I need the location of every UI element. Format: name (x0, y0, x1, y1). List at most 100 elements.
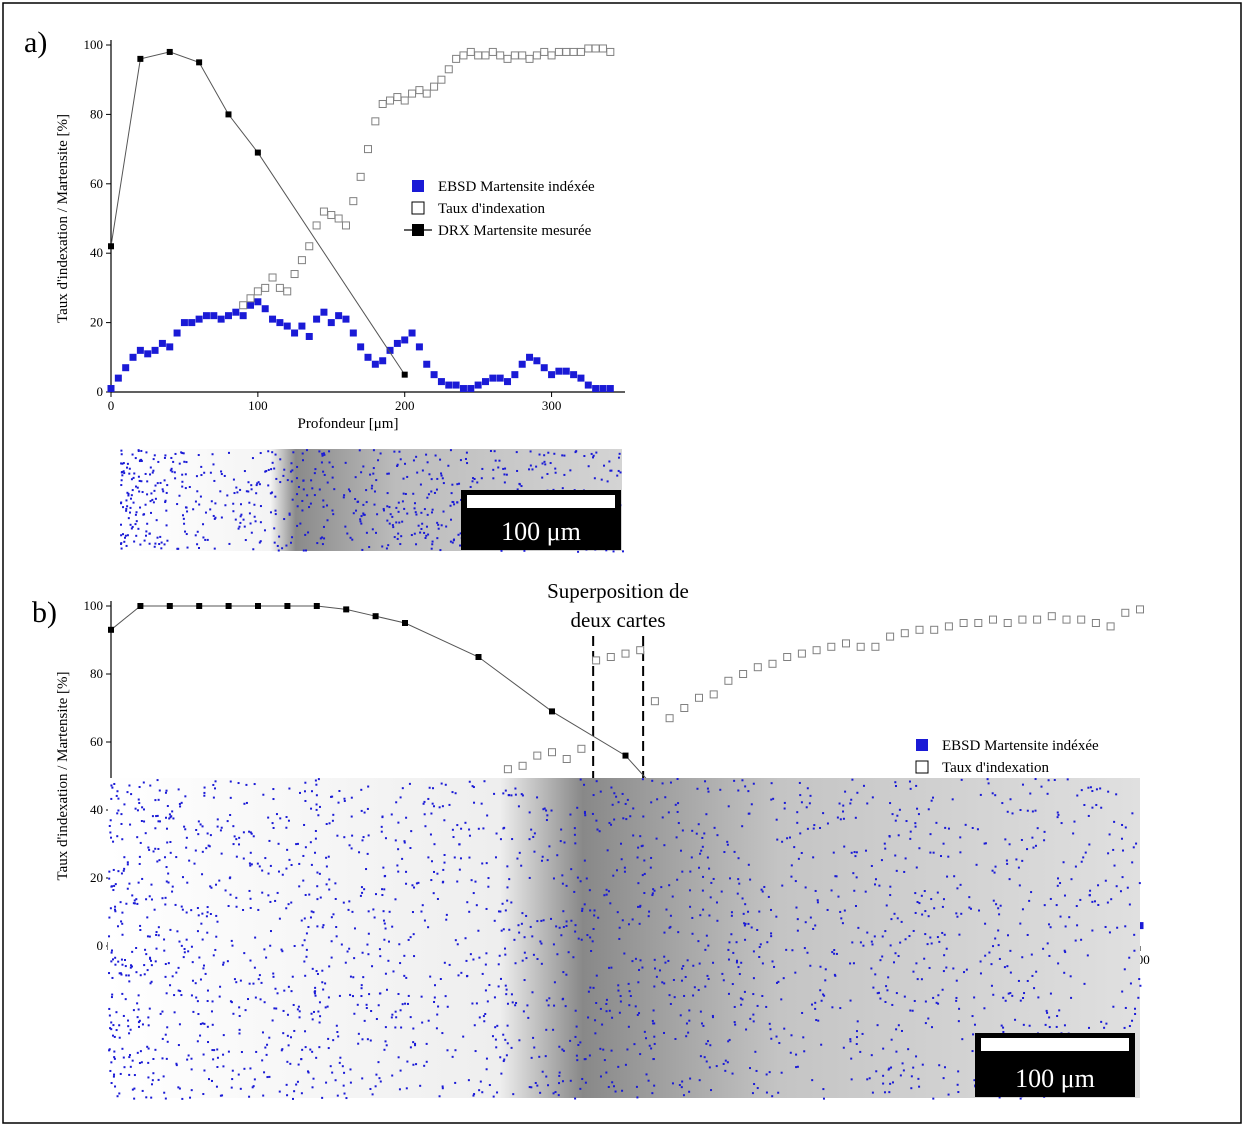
micrograph-texture (747, 863, 750, 866)
micrograph-texture (391, 1074, 394, 1077)
micrograph-texture (367, 932, 370, 935)
micrograph-texture (771, 960, 774, 963)
micrograph-texture (214, 502, 217, 505)
micrograph-texture (515, 1001, 518, 1004)
micrograph-texture (707, 977, 710, 980)
micrograph-texture (832, 851, 835, 854)
micrograph-texture (833, 949, 836, 952)
micrograph-texture (975, 863, 978, 866)
micrograph-texture (275, 1007, 278, 1010)
micrograph-texture (394, 898, 397, 901)
micrograph-texture (122, 1056, 125, 1059)
micrograph-texture (986, 778, 989, 781)
micrograph-texture (164, 903, 167, 906)
micrograph-texture (808, 802, 811, 805)
micrograph-texture (990, 963, 993, 966)
micrograph-texture (593, 914, 596, 917)
data-point (459, 385, 467, 393)
micrograph-texture (363, 888, 366, 891)
micrograph-texture (1049, 926, 1052, 929)
micrograph-texture (618, 926, 621, 929)
micrograph-texture (128, 882, 131, 885)
micrograph-texture (501, 902, 504, 905)
micrograph-texture (128, 1056, 131, 1059)
micrograph-texture (146, 969, 149, 972)
micrograph-texture (605, 888, 608, 891)
micrograph-texture (466, 462, 469, 465)
micrograph-texture (331, 465, 334, 468)
micrograph (108, 778, 1140, 1098)
micrograph-texture (456, 483, 459, 486)
micrograph-texture (138, 855, 141, 858)
micrograph-texture (485, 1057, 488, 1060)
micrograph-texture (653, 985, 656, 988)
micrograph-texture (710, 881, 713, 884)
y-tick-label: 60 (90, 176, 103, 191)
micrograph-texture (888, 1067, 891, 1070)
micrograph-texture (190, 1089, 193, 1092)
micrograph-texture (544, 1055, 547, 1058)
micrograph-texture (273, 1007, 276, 1010)
micrograph-texture (503, 1058, 506, 1061)
micrograph-texture (280, 1049, 283, 1052)
micrograph-texture (451, 828, 454, 831)
micrograph-texture (414, 511, 417, 514)
micrograph-texture (247, 490, 250, 493)
data-point (284, 603, 291, 609)
data-point (606, 47, 615, 56)
micrograph-texture (285, 867, 288, 870)
micrograph-texture (352, 512, 355, 515)
micrograph-texture (212, 1058, 215, 1061)
micrograph-texture (955, 996, 958, 999)
micrograph-texture (561, 1080, 564, 1083)
micrograph-texture (197, 820, 200, 823)
micrograph-texture (776, 838, 779, 841)
micrograph-texture (957, 1070, 960, 1073)
micrograph-texture (647, 915, 650, 918)
micrograph-texture (1046, 942, 1049, 945)
micrograph-texture (158, 859, 161, 862)
micrograph-texture (441, 881, 444, 884)
micrograph-texture (1097, 884, 1100, 887)
micrograph-texture (706, 974, 709, 977)
micrograph-texture (310, 910, 313, 913)
micrograph-texture (430, 812, 433, 815)
micrograph-texture (498, 954, 501, 957)
micrograph-texture (1006, 965, 1009, 968)
micrograph-texture (121, 838, 124, 841)
micrograph-texture (619, 1000, 622, 1003)
data-point (650, 697, 659, 706)
micrograph-texture (369, 1087, 372, 1090)
micrograph-texture (497, 985, 500, 988)
micrograph-texture (372, 449, 375, 452)
micrograph-texture (504, 789, 507, 792)
micrograph-texture (339, 1056, 342, 1059)
micrograph-texture (1004, 999, 1007, 1002)
micrograph-texture (429, 833, 432, 836)
micrograph-texture (611, 1081, 614, 1084)
micrograph-texture (274, 509, 277, 512)
micrograph-texture (472, 892, 475, 895)
micrograph-texture (801, 1011, 804, 1014)
micrograph-texture (915, 1055, 918, 1058)
y-tick-label: 80 (90, 666, 103, 681)
micrograph-texture (111, 958, 114, 961)
micrograph-texture (251, 457, 254, 460)
micrograph-texture (169, 928, 172, 931)
micrograph-texture (374, 531, 377, 534)
micrograph-texture (173, 994, 176, 997)
micrograph-texture (321, 926, 324, 929)
micrograph-texture (239, 488, 242, 491)
micrograph-texture (587, 990, 590, 993)
micrograph-texture (318, 450, 321, 453)
micrograph-texture (216, 1048, 219, 1051)
data-point (555, 367, 563, 375)
micrograph-texture (421, 1021, 424, 1024)
micrograph-texture (336, 834, 339, 837)
micrograph-texture (114, 883, 117, 886)
micrograph-texture (765, 1005, 768, 1008)
micrograph-texture (508, 928, 511, 931)
micrograph-texture (881, 935, 884, 938)
micrograph-texture (114, 956, 117, 959)
micrograph-texture (562, 910, 565, 913)
